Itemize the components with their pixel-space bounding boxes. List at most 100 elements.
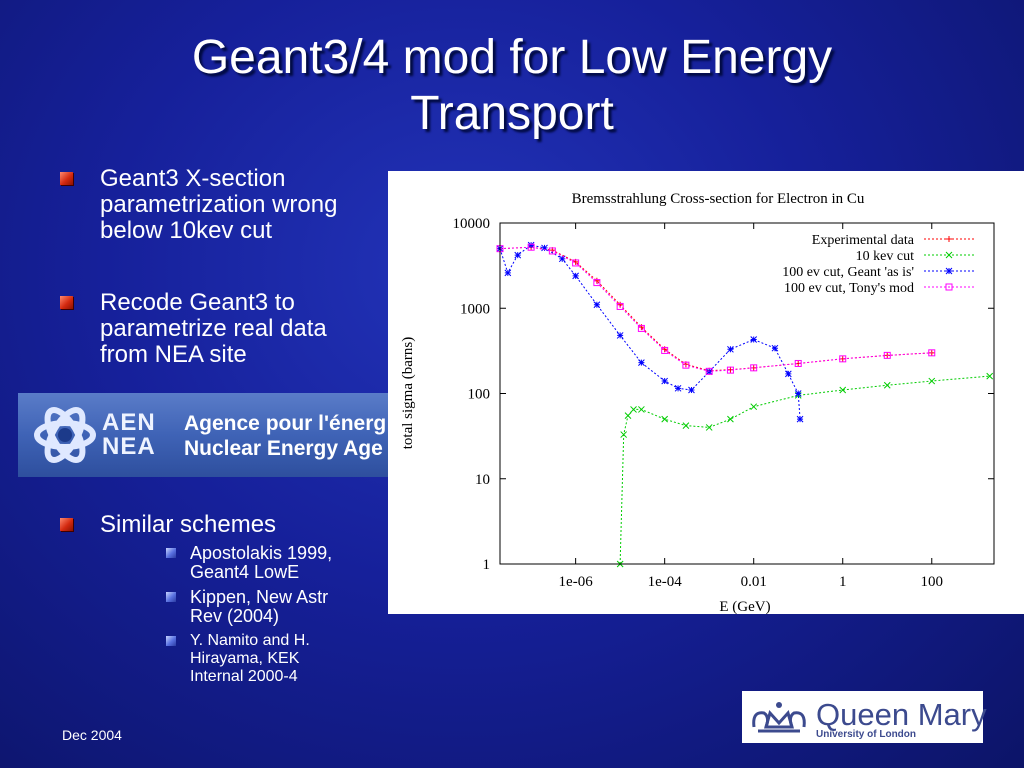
bullet-item: Geant3 X-section parametrization wrong b… [60,166,390,244]
sub-bullet-item: Y. Namito and H. Hirayama, KEK Internal … [166,632,390,686]
data-point [705,367,713,375]
data-point [986,372,994,380]
data-point [558,255,566,263]
data-point [593,279,601,287]
data-point [705,424,713,431]
data-point [946,236,952,242]
series-ev-cut-geant-as-is [496,241,804,423]
bullet-line: below 10kev cut [100,217,273,244]
data-point [771,344,779,352]
legend-label: 100 ev cut, Geant 'as is' [782,265,914,280]
bullet-line: Recode Geant3 to [100,289,295,316]
data-point [688,386,695,394]
data-point [839,386,847,394]
sub-bullet-line: Kippen, New Astr [190,587,329,607]
legend-label: Experimental data [812,233,915,248]
nea-code: AEN NEA [102,411,156,459]
data-point [796,415,804,423]
data-point [541,244,548,252]
data-point [750,336,758,343]
bullet-line: Similar schemes [100,511,277,538]
data-point [616,332,624,339]
data-point [928,349,936,357]
data-point [945,267,953,275]
x-tick-label: 1e-06 [559,574,594,590]
nea-banner: AEN NEA Agence pour l'énerg Nuclear Ener… [18,393,390,477]
data-point [682,361,690,369]
data-point [630,406,637,413]
chart-svg: Bremsstrahlung Cross-section for Electro… [400,191,995,614]
data-point [945,251,953,259]
data-point [883,381,891,389]
x-tick-label: 0.01 [741,574,767,590]
data-point [624,412,632,419]
sub-bullet-line: Internal 2000-4 [190,668,298,685]
sub-bullet-line: Rev (2004) [190,606,280,626]
plot-frame [499,222,995,565]
data-point [572,272,579,280]
bullet-line: from NEA site [100,341,247,368]
sub-bullet-line: Apostolakis 1999, [190,543,333,563]
red-bullet-icon [60,296,73,309]
sub-bullet-item: Apostolakis 1999, Geant4 LowE [166,544,390,582]
nea-text: Agence pour l'énerg Nuclear Energy Age [184,411,386,461]
footer-date: Dec 2004 [62,727,122,743]
data-point [928,377,936,385]
nea-logo-icon [34,407,96,463]
queen-mary-logo: Queen Mary University of London [742,691,987,743]
nea-text-line: Nuclear Energy Age [184,437,383,460]
data-point [794,359,802,367]
nea-code-line: NEA [102,433,156,460]
y-tick-label: 10000 [453,216,491,232]
sub-bullet-line: Geant4 LowE [190,562,300,582]
sub-bullet-line: Y. Namito and H. [190,632,310,649]
y-tick-label: 100 [468,387,491,403]
series-ev-cut-tony-mod [496,243,936,375]
x-tick-label: 1e-04 [648,574,683,590]
bullet-list: Geant3 X-section parametrization wrong b… [60,166,390,686]
series-kev-cut-10 [616,372,994,568]
data-point [504,269,512,277]
data-point [661,415,669,423]
series-line [619,375,990,565]
slide-title: Geant3/4 mod for Low Energy Transport [40,30,984,142]
legend-label: 100 ev cut, Tony's mod [784,281,914,296]
data-point [839,355,847,363]
y-axis-label: total sigma (barns) [400,337,416,449]
data-point [572,259,580,267]
y-tick-label: 10 [475,472,490,488]
data-point [883,351,891,359]
data-point [726,366,734,374]
data-point [727,345,734,353]
legend-label: 10 kev cut [856,249,914,264]
nea-text-line: Agence pour l'énerg [184,412,387,435]
series-line [499,244,801,420]
data-point [638,359,645,367]
sub-bullet-item: Kippen, New Astr Rev (2004) [166,588,390,626]
bullet-item: Recode Geant3 to parametrize real data f… [60,290,390,368]
data-point [514,251,522,259]
data-point [682,422,690,429]
data-point [727,415,734,423]
data-point [794,390,802,397]
data-point [750,403,758,411]
y-tick-label: 1 [483,557,491,573]
chart-title: Bremsstrahlung Cross-section for Electro… [572,191,865,207]
qm-subtitle: University of London [816,729,916,740]
blue-bullet-icon [166,548,176,558]
data-point [638,406,645,413]
data-point [548,247,556,255]
data-point [527,241,535,249]
data-point [527,243,535,251]
data-point [750,364,758,372]
slide-title-line-2: Transport [410,87,614,140]
bullet-item: Similar schemes [60,512,390,538]
crown-crest-icon [752,702,806,733]
qm-name: Queen Mary [816,697,987,732]
bullet-line: parametrization wrong [100,191,338,218]
x-tick-label: 100 [921,574,944,590]
red-bullet-icon [60,172,73,185]
cross-section-chart: Bremsstrahlung Cross-section for Electro… [388,171,1024,614]
x-tick-label: 1 [839,574,847,590]
blue-bullet-icon [166,592,176,602]
